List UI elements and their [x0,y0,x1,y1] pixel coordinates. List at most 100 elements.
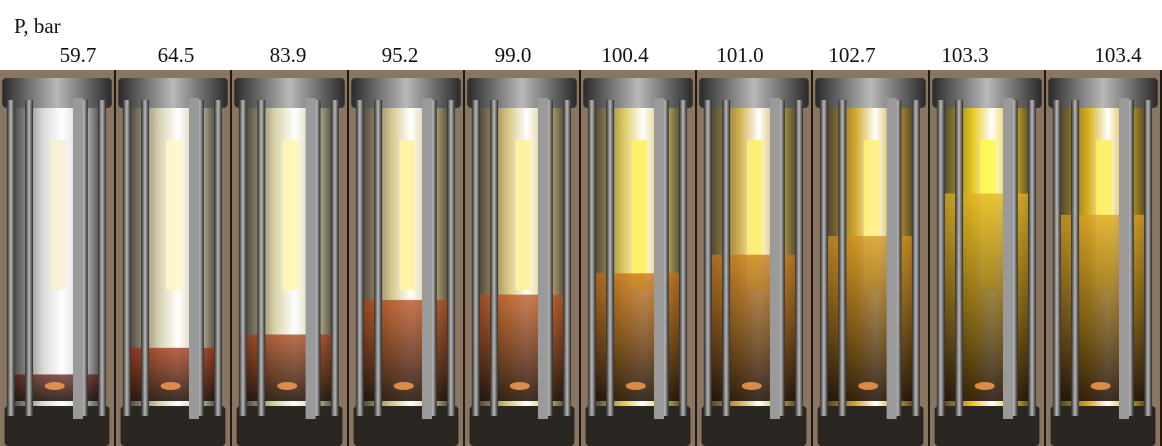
tie-rod [1009,100,1018,416]
cell-photo-frame [0,70,114,446]
tie-rod [1125,100,1134,416]
pressure-label: 101.0 [716,43,764,67]
stirrer-spot [393,382,414,390]
cell-photo-frame [930,70,1044,446]
tie-rod [447,100,456,416]
tie-rod [471,100,480,416]
scale-rod [886,98,897,419]
tie-rod [722,100,731,416]
cell-photo-frame [465,70,579,446]
light-glow [50,140,67,290]
tie-rod [819,100,828,416]
bottom-flange [585,406,691,446]
pressure-label: 83.9 [269,43,307,67]
cell-photo-frame [232,70,347,446]
tie-rod [838,100,847,416]
tie-rod [122,100,131,416]
top-flange [234,78,345,108]
scale-rod [421,98,432,419]
pressure-label: 99.0 [494,43,532,67]
pressure-label: 59.7 [59,43,97,67]
bottom-flange [1050,406,1156,446]
cell-photo-frame [581,70,695,446]
tie-rod [1028,100,1037,416]
tie-rod [25,100,34,416]
tie-rod [1144,100,1153,416]
tie-rod [795,100,804,416]
stirrer-spot [741,382,762,390]
top-flange [118,78,228,108]
pressure-label: 100.4 [601,43,649,67]
view-cell-illustration [1046,70,1160,446]
pressure-label: 103.4 [1094,43,1142,67]
tie-rod [428,100,437,416]
tie-rod [911,100,920,416]
top-flange [932,78,1042,108]
top-flange [815,78,926,108]
top-flange [2,78,112,108]
bottom-flange [4,406,110,446]
scale-rod [653,98,664,419]
tie-rod [955,100,964,416]
tie-rod [374,100,383,416]
bottom-flange [817,406,924,446]
tie-rod [98,100,107,416]
stirrer-spot [625,382,646,390]
stirrer-spot [160,382,181,390]
top-flange [1048,78,1158,108]
tie-rod [195,100,204,416]
photo-strip [0,70,1162,446]
pressure-label: 95.2 [381,43,419,67]
view-cell-illustration [697,70,811,446]
light-glow [166,140,183,290]
axis-title: P, bar [14,14,61,38]
cell-photo-frame [697,70,811,446]
stirrer-spot [44,382,65,390]
scale-rod [769,98,780,419]
stirrer-spot [974,382,995,390]
view-cell-illustration [232,70,347,446]
tie-rod [79,100,88,416]
view-cell-illustration [930,70,1044,446]
pressure-label: 102.7 [828,43,876,67]
tie-rod [214,100,223,416]
tie-rod [936,100,945,416]
tie-rod [544,100,553,416]
light-glow [515,140,532,290]
bottom-flange [934,406,1040,446]
scale-rod [537,98,548,419]
cell-photo-frame [349,70,463,446]
view-cell-illustration [813,70,928,446]
tie-rod [679,100,688,416]
light-glow [399,140,416,290]
top-flange [467,78,577,108]
stirrer-spot [277,382,298,390]
scale-rod [72,98,83,419]
bottom-flange [120,406,226,446]
scale-rod [1118,98,1129,419]
tie-rod [141,100,150,416]
bottom-flange [236,406,343,446]
tie-rod [893,100,902,416]
tie-rod [606,100,615,416]
tie-rod [490,100,499,416]
light-glow [282,140,299,290]
tie-rod [776,100,785,416]
cell-photo-frame [813,70,928,446]
bottom-flange [353,406,459,446]
view-cell-illustration [116,70,230,446]
cell-photo-frame [116,70,230,446]
top-flange [699,78,809,108]
light-glow [747,140,764,290]
tie-rod [355,100,364,416]
tie-rod [330,100,339,416]
stirrer-spot [1090,382,1111,390]
stirrer-spot [858,382,879,390]
tie-rod [257,100,266,416]
tie-rod [6,100,15,416]
view-cell-illustration [0,70,114,446]
tie-rod [238,100,247,416]
top-flange [351,78,461,108]
tie-rod [1071,100,1080,416]
tie-rod [312,100,321,416]
